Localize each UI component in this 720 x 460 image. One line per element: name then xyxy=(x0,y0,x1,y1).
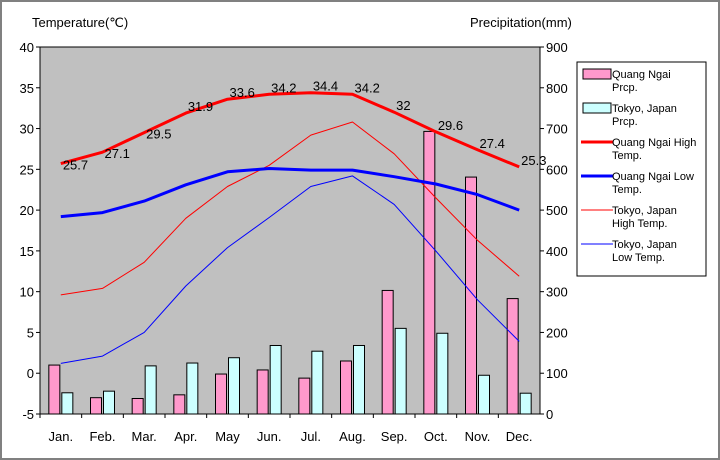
y-tick-label-left: 40 xyxy=(20,40,34,55)
x-tick-label: Jan. xyxy=(49,429,74,444)
x-tick-label: Oct. xyxy=(424,429,448,444)
y-tick-label-left: 30 xyxy=(20,122,34,137)
legend-label: Tokyo, Japan xyxy=(612,205,677,217)
series-line-tokyo-japan-high-temp xyxy=(60,121,520,296)
x-tick-label: Jun. xyxy=(257,429,282,444)
legend-label: Quang Ngai xyxy=(612,69,671,81)
bar-quang-ngai-prcp xyxy=(340,360,352,415)
legend-label: Low Temp. xyxy=(612,252,665,264)
data-label: 27.1 xyxy=(105,146,130,161)
y-tick-label-right: 900 xyxy=(546,40,568,55)
bar-tokyo-prcp xyxy=(269,344,282,415)
bar-quang-ngai-prcp xyxy=(256,369,269,415)
bar-tokyo-prcp xyxy=(61,392,74,415)
x-tick-label: Feb. xyxy=(89,429,115,444)
y-tick-label-left: -5 xyxy=(22,407,34,422)
lines-group xyxy=(60,91,520,364)
bar-quang-ngai-prcp xyxy=(298,377,311,415)
x-tick-label: Mar. xyxy=(132,429,157,444)
legend-label: Quang Ngai Low xyxy=(612,171,694,183)
y-tick-label-left: 20 xyxy=(20,203,34,218)
legend-swatch xyxy=(582,102,612,114)
data-label: 34.2 xyxy=(271,80,296,95)
bar-quang-ngai-prcp xyxy=(465,176,477,415)
bar-quang-ngai-prcp xyxy=(90,397,102,415)
legend-swatch xyxy=(582,68,612,80)
axes-group: 40 35 30 25 20 15 10 5 0 -5 900 800 700 600 500 400 300 2… xyxy=(20,40,568,444)
y-tick-label-left: 0 xyxy=(27,366,34,381)
bar-quang-ngai-prcp xyxy=(173,394,186,415)
legend-label: Prcp. xyxy=(612,116,638,128)
y-tick-label-right: 0 xyxy=(546,407,553,422)
data-label: 34.2 xyxy=(355,80,380,95)
series-line-quang-ngai-high-temp xyxy=(60,91,520,169)
data-label: 34.4 xyxy=(313,79,338,94)
bar-quang-ngai-prcp xyxy=(48,364,61,415)
bar-quang-ngai-prcp xyxy=(215,373,227,415)
data-label: 31.9 xyxy=(188,99,213,114)
y-axis-right-label: Precipitation(mm) xyxy=(470,15,572,30)
y-tick-label-right: 700 xyxy=(546,122,568,137)
x-tick-label: Dec. xyxy=(506,429,533,444)
data-label: 27.4 xyxy=(480,136,505,151)
bar-tokyo-prcp xyxy=(353,344,365,415)
bar-tokyo-prcp xyxy=(228,357,240,415)
data-label: 25.3 xyxy=(521,153,546,168)
legend-label: Prcp. xyxy=(612,82,638,94)
legend-box xyxy=(576,61,707,277)
legend-label: Temp. xyxy=(612,184,642,196)
bar-quang-ngai-prcp xyxy=(381,289,394,415)
x-tick-label: May xyxy=(215,429,240,444)
y-tick-label-left: 5 xyxy=(27,325,34,340)
legend-label: Temp. xyxy=(612,150,642,162)
x-tick-label: Nov. xyxy=(465,429,491,444)
bar-tokyo-prcp xyxy=(186,362,199,415)
bar-tokyo-prcp xyxy=(144,365,157,415)
y-tick-label-right: 200 xyxy=(546,325,568,340)
y-tick-label-right: 800 xyxy=(546,81,568,96)
legend-label: Tokyo, Japan xyxy=(612,239,677,251)
data-label: 25.7 xyxy=(63,158,88,173)
bar-tokyo-prcp xyxy=(394,327,407,415)
x-tick-label: Jul. xyxy=(301,429,321,444)
bar-quang-ngai-prcp xyxy=(423,130,436,415)
data-label: 29.6 xyxy=(438,118,463,133)
y-tick-label-right: 300 xyxy=(546,285,568,300)
y-tick-label-left: 10 xyxy=(20,285,34,300)
series-line-tokyo-japan-low-temp xyxy=(60,175,520,364)
bar-quang-ngai-prcp xyxy=(131,398,144,415)
bar-tokyo-prcp xyxy=(436,332,449,415)
y-tick-label-left: 15 xyxy=(20,244,34,259)
data-label: 32 xyxy=(396,98,410,113)
bar-tokyo-prcp xyxy=(103,390,115,415)
y-tick-label-left: 25 xyxy=(20,162,34,177)
y-axis-left-label: Temperature(℃) xyxy=(32,15,128,30)
legend-label: Tokyo, Japan xyxy=(612,103,677,115)
data-label: 33.6 xyxy=(230,85,255,100)
x-tick-label: Aug. xyxy=(339,429,366,444)
legend-label: Quang Ngai High xyxy=(612,137,696,149)
y-tick-label-right: 100 xyxy=(546,366,568,381)
y-tick-label-right: 500 xyxy=(546,203,568,218)
data-label: 29.5 xyxy=(146,127,171,142)
y-tick-label-right: 600 xyxy=(546,162,568,177)
bar-tokyo-prcp xyxy=(519,392,532,415)
legend-label: High Temp. xyxy=(612,218,667,230)
series-line-quang-ngai-low-temp xyxy=(60,167,520,219)
x-tick-label: Apr. xyxy=(174,429,197,444)
bar-tokyo-prcp xyxy=(478,374,490,415)
y-tick-label-left: 35 xyxy=(20,81,34,96)
y-tick-label-right: 400 xyxy=(546,244,568,259)
plot-area xyxy=(40,47,540,414)
bar-quang-ngai-prcp xyxy=(506,298,519,415)
x-tick-label: Sep. xyxy=(381,429,408,444)
bar-tokyo-prcp xyxy=(311,350,324,415)
